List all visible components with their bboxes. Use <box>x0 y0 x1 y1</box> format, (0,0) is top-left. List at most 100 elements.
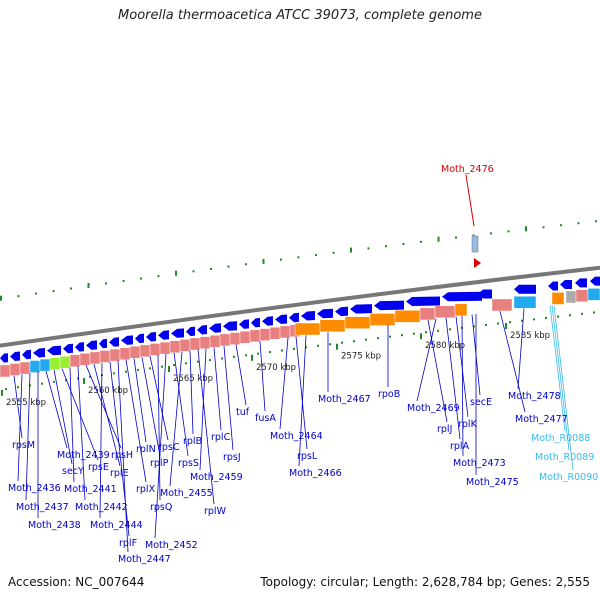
gene-label-rplj[interactable]: rplJ <box>437 424 452 435</box>
gene-label-rpse[interactable]: rpsE <box>88 462 109 473</box>
gene-label-moth_2447[interactable]: Moth_2447 <box>118 554 171 565</box>
gene-label-rpob[interactable]: rpoB <box>378 389 400 400</box>
cog-segment[interactable] <box>169 340 181 353</box>
gene-label-rplw[interactable]: rplW <box>204 506 227 517</box>
gene-label-rpsm[interactable]: rpsM <box>12 440 35 451</box>
cog-segment[interactable] <box>29 360 41 373</box>
gene-arrow[interactable] <box>406 296 440 306</box>
gene-label-moth_2455[interactable]: Moth_2455 <box>160 488 213 499</box>
cog-segment[interactable] <box>39 358 51 372</box>
gene-arrow[interactable] <box>560 280 572 290</box>
gene-arrow[interactable] <box>47 345 61 356</box>
gene-label-tuf[interactable]: tuf <box>236 407 250 418</box>
cog-segment[interactable] <box>279 325 291 339</box>
gene-arrow[interactable] <box>63 343 73 354</box>
gene-label-rpla[interactable]: rplA <box>450 441 470 452</box>
cog-segment[interactable] <box>229 332 241 345</box>
gene-labels[interactable]: rpsM Moth_2436 Moth_2437 Moth_2438 Moth_2439… <box>8 389 598 565</box>
gene-arrow[interactable] <box>301 310 315 321</box>
gene-label-moth_2441[interactable]: Moth_2441 <box>64 484 117 495</box>
gene-arrow[interactable] <box>86 340 97 350</box>
cog-segment[interactable] <box>294 322 321 336</box>
gene-label-moth_2469[interactable]: Moth_2469 <box>407 403 460 414</box>
cog-segment[interactable] <box>249 329 261 343</box>
cog-color-track[interactable] <box>0 288 600 378</box>
cog-segment[interactable] <box>454 303 468 317</box>
gene-label-rpsc[interactable]: rpsC <box>158 442 180 453</box>
cog-segment[interactable] <box>149 343 161 356</box>
cog-segment[interactable] <box>189 337 201 351</box>
cog-segment[interactable] <box>59 356 71 369</box>
gene-arrow[interactable] <box>75 342 84 352</box>
gene-arrow[interactable] <box>99 338 107 349</box>
cog-segment[interactable] <box>79 353 91 366</box>
gene-arrow[interactable] <box>22 349 31 360</box>
cog-segment[interactable] <box>129 346 141 359</box>
gene-arrow[interactable] <box>33 347 45 358</box>
cog-segment[interactable] <box>369 313 396 326</box>
gene-arrow[interactable] <box>262 316 273 326</box>
cog-segment[interactable] <box>179 339 191 352</box>
gene-label-rpsj[interactable]: rpsJ <box>223 452 241 463</box>
cog-segment[interactable] <box>565 290 577 304</box>
gene-label-rpsh[interactable]: rpsH <box>111 450 133 461</box>
gene-label-rplc[interactable]: rplC <box>211 432 231 443</box>
gene-arrow[interactable] <box>209 323 221 333</box>
cog-segment[interactable] <box>575 289 589 302</box>
gene-arrow[interactable] <box>158 330 169 340</box>
rna-label-moth_r0089[interactable]: Moth_R0089 <box>535 452 594 463</box>
gene-label-moth_2473[interactable]: Moth_2473 <box>453 458 506 469</box>
cog-segment[interactable] <box>259 328 271 341</box>
gene-label-moth_2478[interactable]: Moth_2478 <box>508 391 561 402</box>
cog-segment[interactable] <box>513 296 537 309</box>
gene-arrow[interactable] <box>575 278 587 288</box>
cog-segment[interactable] <box>199 336 211 349</box>
gene-arrow[interactable] <box>275 314 287 324</box>
gene-label-rpss[interactable]: rpsS <box>178 458 199 469</box>
cog-segment[interactable] <box>394 310 421 323</box>
gene-label-moth_2442[interactable]: Moth_2442 <box>75 502 128 513</box>
gene-label-moth_2477[interactable]: Moth_2477 <box>515 414 568 425</box>
cog-segment[interactable] <box>269 327 281 340</box>
gene-arrow[interactable] <box>514 284 536 294</box>
cog-segment[interactable] <box>139 344 151 358</box>
gene-label-moth_2444[interactable]: Moth_2444 <box>90 520 143 531</box>
cog-segment[interactable] <box>344 316 371 329</box>
rna-label-moth_r0088[interactable]: Moth_R0088 <box>531 433 590 444</box>
cog-segment[interactable] <box>239 331 251 344</box>
cog-segment[interactable] <box>319 319 346 333</box>
gene-label-moth_2439[interactable]: Moth_2439 <box>57 450 110 461</box>
gene-label-rplb[interactable]: rplB <box>183 436 202 447</box>
gene-label-rplx[interactable]: rplX <box>136 484 156 495</box>
cog-segment[interactable] <box>419 307 436 321</box>
gene-arrow[interactable] <box>350 304 372 314</box>
gene-arrow[interactable] <box>186 326 195 337</box>
gene-arrow[interactable] <box>197 325 207 335</box>
gene-arrow[interactable] <box>146 332 156 342</box>
gene-arrow[interactable] <box>374 300 404 311</box>
gene-arrow[interactable] <box>135 333 144 344</box>
gene-label-rpsl[interactable]: rpsL <box>297 451 318 462</box>
gene-arrow[interactable] <box>109 337 119 347</box>
gene-label-rplk[interactable]: rplK <box>458 419 478 430</box>
cog-segment[interactable] <box>587 288 600 301</box>
cog-segment[interactable] <box>209 335 221 348</box>
gene-arrow[interactable] <box>289 312 299 323</box>
gene-arrow[interactable] <box>442 291 482 302</box>
cog-segment[interactable] <box>49 357 61 370</box>
gene-label-rplf[interactable]: rplF <box>119 538 137 549</box>
cog-segment[interactable] <box>109 348 121 362</box>
gene-arrow[interactable] <box>317 308 333 319</box>
gene-label-sece[interactable]: secE <box>470 397 492 408</box>
cog-segment[interactable] <box>69 354 81 367</box>
gene-arrow[interactable] <box>121 335 133 345</box>
gene-arrow[interactable] <box>548 281 558 291</box>
gene-label-rplp[interactable]: rplP <box>150 458 169 469</box>
gene-arrow[interactable] <box>478 289 492 299</box>
gene-arrow[interactable] <box>0 353 8 363</box>
highlighted-gene[interactable]: Moth_2476 <box>441 164 494 268</box>
cog-segment[interactable] <box>0 364 11 378</box>
gene-label-rpsq[interactable]: rpsQ <box>150 502 172 513</box>
cog-segment[interactable] <box>119 347 131 360</box>
